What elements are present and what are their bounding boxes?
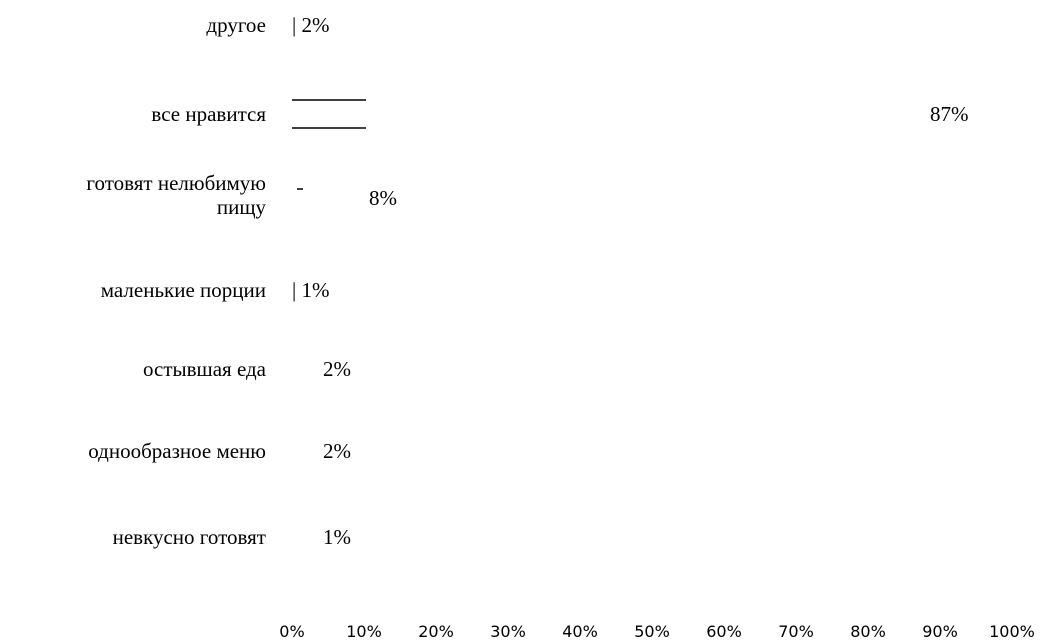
category-label-3: готовят нелюбимую пищу: [86, 171, 266, 219]
category-label-7: невкусно готовят: [113, 525, 266, 549]
data-label-2: 87%: [930, 102, 969, 126]
x-tick-label-10: 10%: [346, 622, 382, 641]
category-label-6: однообразное меню: [88, 439, 266, 463]
data-label-3: 8%: [369, 186, 397, 210]
data-label-1: | 2%: [292, 13, 329, 37]
category-label-4: маленькие порции: [101, 278, 266, 302]
data-label-5: 2%: [323, 357, 351, 381]
x-tick-label-20: 20%: [418, 622, 454, 641]
x-tick-label-100: 100%: [989, 622, 1035, 641]
x-tick-label-90: 90%: [922, 622, 958, 641]
category-label-2: все нравится: [151, 102, 266, 126]
category-label-5: остывшая еда: [143, 357, 267, 381]
x-tick-label-40: 40%: [562, 622, 598, 641]
x-tick-label-80: 80%: [850, 622, 886, 641]
x-tick-label-70: 70%: [778, 622, 814, 641]
data-label-7: 1%: [323, 525, 351, 549]
x-tick-label-60: 60%: [706, 622, 742, 641]
data-labels: | 2% 87% 8% | 1% 2% 2% 1%: [292, 13, 969, 549]
x-tick-label-50: 50%: [634, 622, 670, 641]
category-labels: другое все нравится готовят нелюбимую пищу м…: [86, 13, 266, 549]
bar-marks: [292, 99, 366, 190]
category-label-1: другое: [206, 13, 266, 37]
x-tick-label-30: 30%: [490, 622, 526, 641]
x-tick-label-0: 0%: [279, 622, 304, 641]
data-label-4: | 1%: [292, 278, 329, 302]
x-axis-tick-labels: 0% 10% 20% 30% 40% 50% 60% 70% 80% 90% 100%: [279, 622, 1035, 641]
data-label-6: 2%: [323, 439, 351, 463]
